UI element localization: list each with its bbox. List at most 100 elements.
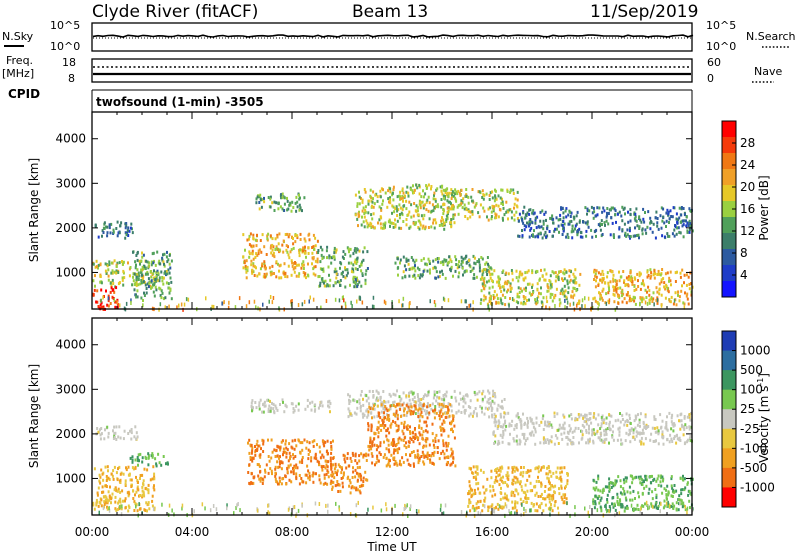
power-cell — [144, 272, 147, 276]
velocity-cell — [563, 496, 566, 499]
velocity-cell — [334, 465, 337, 469]
power-cell — [481, 269, 484, 273]
power-cell — [366, 221, 369, 225]
power-cell — [493, 205, 496, 209]
power-cell — [487, 262, 489, 266]
velocity-cell — [319, 481, 322, 485]
velocity-cell — [563, 466, 566, 470]
velocity-cell — [596, 429, 599, 433]
velocity-cell — [389, 394, 392, 398]
power-cell — [339, 279, 342, 282]
power-cell — [500, 201, 503, 205]
velocity-cell — [435, 399, 438, 403]
velocity-cell — [377, 445, 380, 449]
velocity-cell — [690, 411, 692, 415]
velocity-cell — [528, 474, 531, 478]
power-cell — [552, 271, 555, 275]
velocity-cell — [610, 486, 613, 489]
velocity-cell — [531, 430, 534, 434]
velocity-cell — [124, 497, 127, 501]
velocity-cell — [251, 446, 254, 450]
power-cell — [472, 254, 475, 258]
power-cell — [356, 284, 359, 288]
power-scatter-cell — [212, 304, 215, 309]
velocity-cell — [368, 405, 371, 409]
power-cell — [257, 252, 260, 256]
power-cell — [444, 276, 447, 280]
power-cell — [545, 235, 548, 239]
velocity-cell — [370, 411, 373, 415]
velocity-cell — [119, 490, 122, 494]
velocity-cell — [141, 460, 144, 464]
velocity-cell — [383, 440, 385, 444]
power-cell — [284, 271, 287, 275]
velocity-cell — [293, 409, 296, 413]
power-cell — [627, 275, 630, 279]
velocity-cell — [400, 421, 403, 425]
velocity-cell — [430, 407, 433, 411]
velocity-cell — [568, 414, 571, 418]
velocity-cell — [100, 432, 103, 436]
power-cell — [302, 260, 305, 264]
velocity-cell — [141, 485, 144, 489]
power-colorbar-tick-label: 8 — [740, 246, 748, 260]
velocity-cell — [365, 409, 368, 413]
velocity-cell — [375, 389, 378, 393]
power-cell — [384, 221, 387, 225]
power-cell — [424, 203, 427, 207]
power-scatter-cell — [113, 297, 115, 302]
velocity-cell — [293, 447, 296, 451]
velocity-cell — [108, 498, 111, 502]
power-cell — [524, 276, 527, 280]
velocity-cell — [446, 411, 449, 415]
velocity-cell — [398, 402, 401, 406]
power-cell — [538, 291, 540, 295]
velocity-cell — [471, 471, 474, 475]
power-cell — [121, 262, 124, 266]
power-cell — [562, 279, 564, 282]
velocity-cell — [357, 472, 360, 476]
velocity-cell — [295, 404, 298, 408]
power-scatter-cell — [554, 304, 556, 308]
power-cell — [302, 267, 305, 270]
velocity-cell — [460, 411, 463, 414]
power-cell — [544, 230, 547, 234]
velocity-cell — [442, 444, 445, 448]
power-cell — [546, 300, 549, 304]
power-cell — [161, 276, 164, 279]
power-cell — [437, 260, 440, 264]
power-cell — [113, 290, 116, 294]
velocity-cell — [486, 477, 489, 481]
power-cell — [688, 228, 691, 231]
power-cell — [685, 294, 688, 298]
power-cell — [103, 221, 106, 225]
velocity-cell — [321, 468, 324, 472]
velocity-cell — [638, 439, 641, 443]
velocity-cell — [255, 406, 258, 410]
power-cell — [416, 205, 419, 209]
power-cell — [675, 303, 678, 307]
velocity-cell — [682, 474, 684, 478]
power-cell — [401, 195, 404, 198]
velocity-cell — [403, 436, 406, 440]
power-cell — [515, 269, 518, 273]
velocity-cell — [396, 417, 399, 421]
power-cell — [559, 217, 562, 221]
velocity-cell — [325, 463, 328, 467]
power-cell — [251, 271, 254, 275]
power-cell — [531, 211, 534, 215]
velocity-cell — [392, 457, 395, 461]
velocity-cell — [307, 476, 310, 480]
power-cell — [382, 199, 384, 203]
power-cell — [527, 269, 530, 273]
velocity-cell — [566, 473, 569, 477]
velocity-cell — [417, 458, 420, 462]
velocity-region — [247, 438, 334, 486]
power-cell — [126, 229, 129, 233]
velocity-cell — [417, 408, 420, 412]
power-cell — [682, 301, 685, 305]
power-cell — [546, 224, 549, 228]
power-cell — [425, 208, 428, 212]
velocity-cell — [588, 431, 590, 435]
power-scatter-cell — [234, 305, 237, 310]
